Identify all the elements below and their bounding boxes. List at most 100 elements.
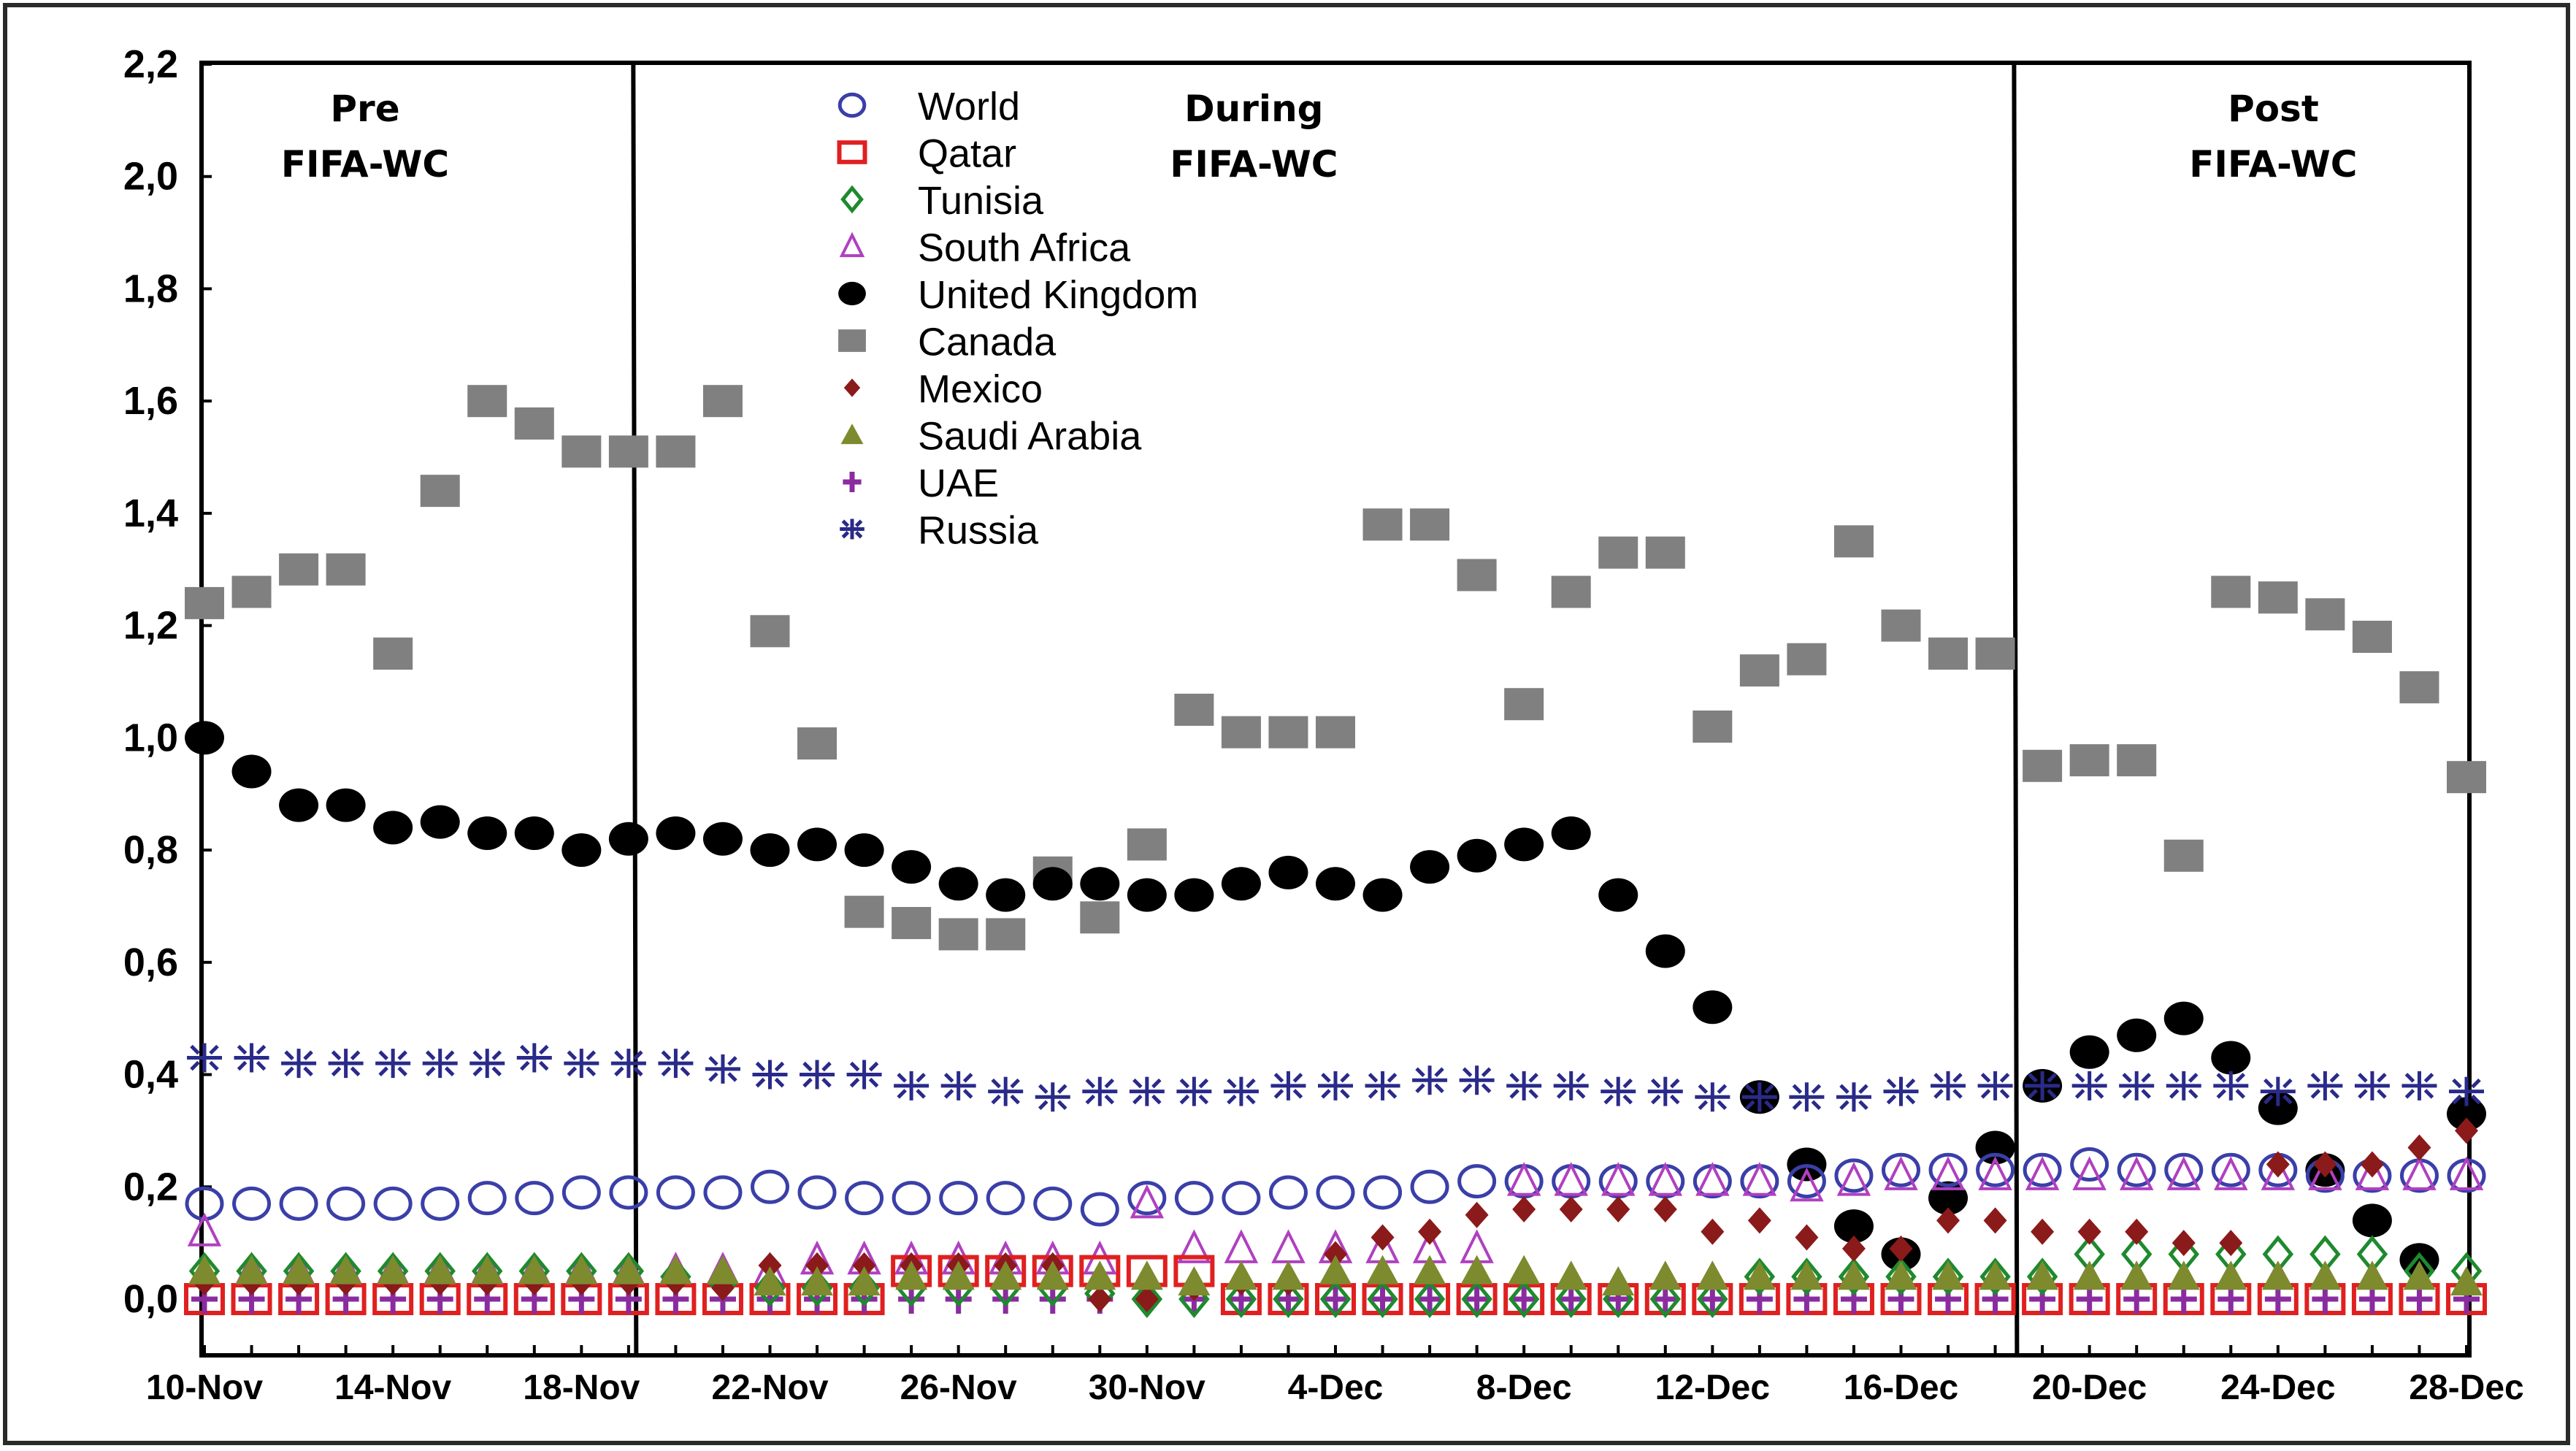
legend-item: Qatar <box>837 132 1016 176</box>
data-point <box>1268 855 1308 889</box>
data-point <box>750 615 790 648</box>
data-point <box>1410 850 1450 884</box>
x-tick-label: 8-Dec <box>1476 1368 1572 1407</box>
data-point <box>752 1060 788 1090</box>
data-point <box>1324 1241 1347 1268</box>
data-point <box>1504 688 1544 721</box>
data-point <box>515 1181 554 1216</box>
legend-item: Canada <box>838 321 1057 364</box>
x-tick-label: 10-Nov <box>146 1368 263 1407</box>
data-point <box>894 1071 929 1100</box>
data-point <box>1645 536 1685 569</box>
legend-item: Russia <box>840 509 1039 553</box>
data-point <box>1693 710 1733 743</box>
data-point <box>797 727 837 760</box>
data-point <box>1787 643 1827 675</box>
data-point <box>1316 716 1355 749</box>
data-point <box>986 1181 1025 1216</box>
legend-marker-diamond-open-icon <box>840 185 864 214</box>
data-point <box>800 1060 835 1090</box>
data-point <box>2261 1156 2296 1190</box>
data-point <box>1362 878 1403 912</box>
data-point <box>1741 1082 1777 1112</box>
legend-marker-circle-open-icon <box>837 92 867 118</box>
data-point <box>2069 1035 2109 1069</box>
data-point <box>1976 1152 2015 1187</box>
data-point <box>2163 839 2204 872</box>
data-point <box>1460 1255 1493 1285</box>
data-point <box>988 1076 1024 1106</box>
legend-label: Mexico <box>918 367 1043 411</box>
data-point <box>516 1043 552 1073</box>
data-point <box>1032 867 1073 901</box>
x-tick-label: 4-Dec <box>1288 1368 1384 1407</box>
data-point <box>2260 1076 2296 1106</box>
data-point <box>279 788 319 822</box>
data-point <box>1268 1175 1308 1210</box>
period-label-line1: Pre <box>330 88 399 130</box>
data-point <box>1928 638 1969 670</box>
data-point <box>1225 1280 1257 1318</box>
data-point <box>1316 867 1355 901</box>
period-label-line1: During <box>1184 88 1323 130</box>
data-point <box>1457 559 1497 591</box>
data-point <box>1701 1218 1725 1245</box>
data-point <box>610 1049 646 1079</box>
data-point <box>1787 1164 1826 1199</box>
data-point <box>1836 1082 1871 1112</box>
data-point <box>1693 990 1733 1025</box>
data-point <box>326 788 366 822</box>
data-point <box>2455 1117 2478 1144</box>
data-point <box>2072 1156 2107 1190</box>
data-point <box>326 1186 366 1221</box>
data-point <box>1410 508 1450 541</box>
data-point <box>565 1255 598 1285</box>
data-point <box>609 1175 648 1210</box>
data-point <box>373 811 413 845</box>
data-point <box>1889 1235 1913 1262</box>
data-point <box>1270 1071 1306 1100</box>
legend-label: Saudi Arabia <box>918 415 1142 459</box>
data-point <box>848 1266 881 1295</box>
data-point <box>1601 1076 1636 1106</box>
data-point <box>2120 1260 2153 1290</box>
data-point <box>1127 1181 1167 1216</box>
data-point <box>1316 1175 1355 1210</box>
data-point <box>1555 1260 1587 1290</box>
data-point <box>1649 1260 1682 1290</box>
legend-label: Tunisia <box>918 179 1044 223</box>
data-point <box>659 1255 692 1285</box>
data-point <box>1789 1082 1825 1112</box>
y-tick-label: 1,2 <box>123 604 178 648</box>
data-point <box>1127 828 1167 861</box>
data-point <box>2402 1156 2437 1190</box>
data-point <box>751 1169 789 1204</box>
data-point <box>1174 1181 1214 1216</box>
plot-area-border <box>199 61 2472 1358</box>
data-point <box>1795 1224 1819 1251</box>
data-point <box>328 1049 364 1079</box>
data-point <box>1366 1255 1399 1285</box>
period-dividers: Pre FIFA-WC During FIFA-WC Post FIFA-WC <box>281 62 2358 1356</box>
y-tick-label: 0,0 <box>123 1277 178 1321</box>
data-point <box>2211 575 2251 608</box>
data-point <box>2023 749 2063 782</box>
data-point <box>1790 1260 1823 1290</box>
data-point <box>1174 878 1214 912</box>
axes <box>199 61 2472 1358</box>
scatter-chart: 2,2 2,0 1,8 1,6 1,4 1,2 1,0 0,8 0,6 0,4 0,2 0,0 10-… <box>123 42 2524 1407</box>
data-point <box>1742 1162 1777 1196</box>
data-point <box>2031 1218 2055 1245</box>
data-point <box>1555 1280 1587 1318</box>
data-point <box>421 1186 460 1221</box>
data-point <box>469 1049 505 1079</box>
data-point <box>2355 1156 2390 1190</box>
data-point <box>1080 901 1120 934</box>
data-point <box>2211 1041 2251 1075</box>
legend-label: UAE <box>918 462 999 505</box>
x-tick-label: 26-Nov <box>900 1368 1017 1407</box>
data-point <box>514 407 554 440</box>
data-point <box>1177 1229 1211 1263</box>
data-point <box>1649 1280 1682 1318</box>
data-point <box>938 918 978 951</box>
